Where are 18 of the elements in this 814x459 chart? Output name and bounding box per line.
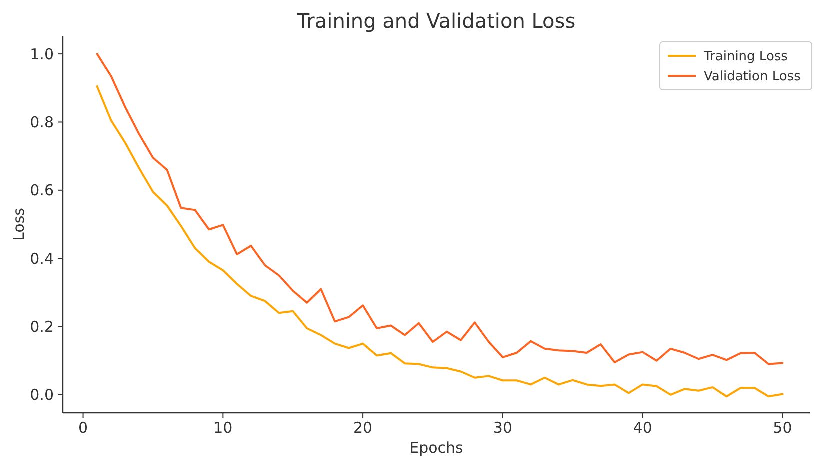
- x-tick-label: 20: [354, 419, 373, 437]
- y-tick-label: 0.2: [30, 318, 54, 336]
- legend-label: Validation Loss: [704, 70, 802, 85]
- y-tick-label: 0.6: [30, 182, 54, 200]
- chart-title: Training and Validation Loss: [296, 9, 576, 33]
- x-axis-title: Epochs: [410, 439, 464, 457]
- x-tick-label: 30: [493, 419, 512, 437]
- line-series: [96, 85, 784, 398]
- x-tick-label: 0: [78, 419, 88, 437]
- x-tick-label: 40: [633, 419, 652, 437]
- y-tick-label: 0.0: [30, 386, 54, 404]
- y-axis-title: Loss: [10, 208, 28, 241]
- legend-label: Training Loss: [703, 50, 788, 65]
- y-tick-label: 0.8: [30, 113, 54, 132]
- x-tick-label: 10: [214, 419, 233, 437]
- x-tick-label: 50: [773, 419, 792, 437]
- y-tick-label: 0.4: [30, 250, 54, 268]
- y-tick-label: 1.0: [30, 45, 54, 64]
